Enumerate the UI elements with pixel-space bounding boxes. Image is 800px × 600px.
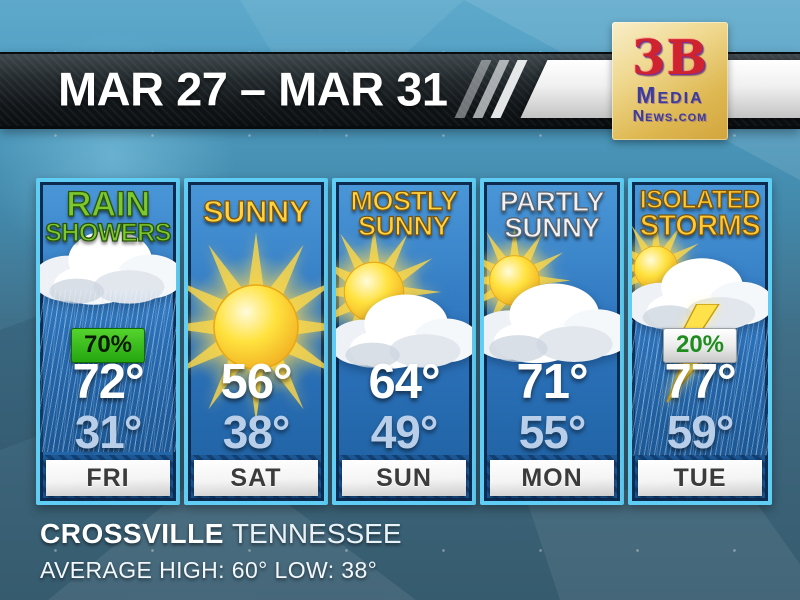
logo-3b-text: 3B: [632, 30, 708, 87]
state-name: TENNESSEE: [231, 518, 402, 549]
date-range-title: MAR 27 – MAR 31: [58, 62, 448, 116]
high-temp: 77°: [664, 355, 736, 409]
logo-news-text: News.com: [632, 108, 708, 126]
rain-streaks: [40, 290, 176, 452]
precip-badge: 70%: [70, 328, 146, 363]
day-label-bar: TUE: [638, 460, 762, 496]
forecast-card-sat: SUNNY 56° 38° SAT: [184, 178, 328, 505]
low-temp: 38°: [222, 406, 291, 458]
forecast-card-tue: ISOLATED STORMS 20% 77° 59° TUE: [628, 178, 772, 505]
location-footer: CROSSVILLE TENNESSEE AVERAGE HIGH: 60° LO…: [40, 518, 402, 584]
low-temp: 49°: [370, 406, 439, 458]
low-temp: 31°: [74, 406, 143, 458]
location-line: CROSSVILLE TENNESSEE: [40, 518, 402, 550]
low-temp: 59°: [666, 406, 735, 458]
forecast-card-sun: MOSTLY SUNNY 64° 49° SUN: [332, 178, 476, 505]
day-label-bar: MON: [490, 460, 614, 496]
precip-badge: 20%: [662, 328, 738, 363]
day-label: SUN: [376, 463, 432, 492]
condition-label: MOSTLY SUNNY: [350, 186, 459, 242]
day-label-bar: SUN: [342, 460, 466, 496]
day-label-bar: FRI: [46, 460, 170, 496]
day-label: FRI: [86, 463, 130, 492]
day-label: MON: [521, 463, 583, 492]
logo-media-text: Media: [636, 81, 704, 108]
day-label: TUE: [673, 463, 727, 492]
day-label-bar: SAT: [194, 460, 318, 496]
city-name: CROSSVILLE: [40, 518, 224, 549]
high-temp: 72°: [72, 355, 144, 409]
high-temp: 71°: [516, 355, 588, 409]
forecast-card-mon: PARTLY SUNNY 71° 55° MON: [480, 178, 624, 505]
condition-label: RAIN SHOWERS: [45, 185, 172, 247]
high-temp: 64°: [368, 355, 440, 409]
condition-label: SUNNY: [202, 194, 310, 229]
station-logo: 3B Media News.com: [612, 22, 728, 140]
condition-label: PARTLY SUNNY: [499, 186, 605, 244]
forecast-card-fri: RAIN SHOWERS 70% 72° 31° FRI: [36, 178, 180, 505]
day-label: SAT: [230, 463, 282, 492]
low-temp: 55°: [518, 406, 587, 458]
forecast-cards-row: RAIN SHOWERS 70% 72° 31° FRI SUNNY 56° 3…: [36, 178, 772, 505]
high-temp: 56°: [220, 355, 292, 409]
condition-label: ISOLATED STORMS: [639, 186, 761, 242]
average-temps-line: AVERAGE HIGH: 60° LOW: 38°: [40, 557, 378, 584]
